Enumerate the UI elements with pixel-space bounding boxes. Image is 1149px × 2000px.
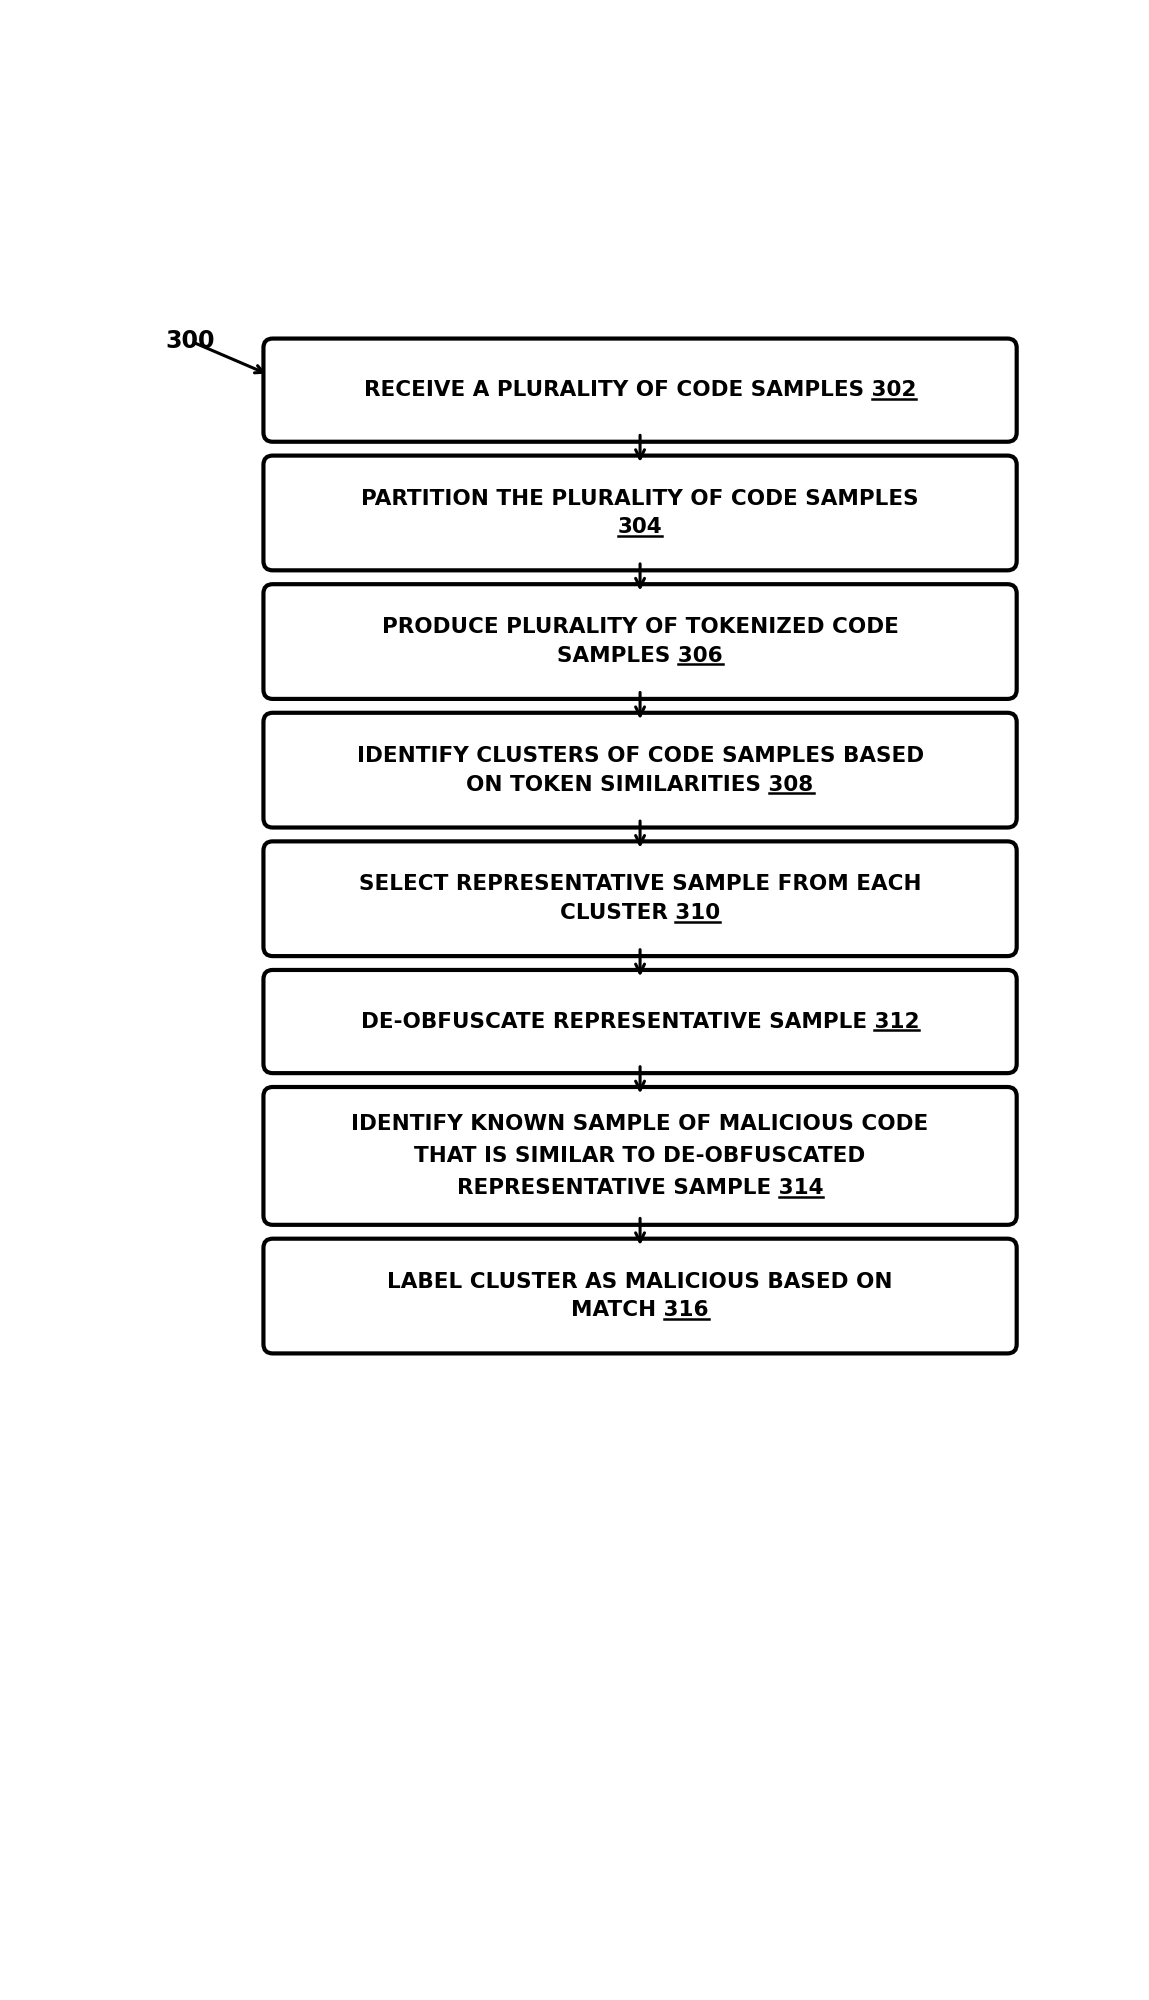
Text: LABEL CLUSTER AS MALICIOUS BASED ON: LABEL CLUSTER AS MALICIOUS BASED ON (387, 1272, 893, 1292)
Text: PRODUCE PLURALITY OF TOKENIZED CODE: PRODUCE PLURALITY OF TOKENIZED CODE (381, 618, 899, 638)
Text: IDENTIFY CLUSTERS OF CODE SAMPLES BASED: IDENTIFY CLUSTERS OF CODE SAMPLES BASED (356, 746, 924, 766)
Text: IDENTIFY KNOWN SAMPLE OF MALICIOUS CODE: IDENTIFY KNOWN SAMPLE OF MALICIOUS CODE (352, 1114, 928, 1134)
Text: DE-OBFUSCATE REPRESENTATIVE SAMPLE 312: DE-OBFUSCATE REPRESENTATIVE SAMPLE 312 (361, 1012, 919, 1032)
Text: SELECT REPRESENTATIVE SAMPLE FROM EACH: SELECT REPRESENTATIVE SAMPLE FROM EACH (358, 874, 921, 894)
FancyBboxPatch shape (263, 842, 1017, 956)
Text: SAMPLES 306: SAMPLES 306 (557, 646, 723, 666)
FancyBboxPatch shape (263, 1238, 1017, 1354)
FancyBboxPatch shape (263, 338, 1017, 442)
Text: THAT IS SIMILAR TO DE-OBFUSCATED: THAT IS SIMILAR TO DE-OBFUSCATED (415, 1146, 865, 1166)
FancyBboxPatch shape (263, 970, 1017, 1074)
Text: REPRESENTATIVE SAMPLE 314: REPRESENTATIVE SAMPLE 314 (457, 1178, 824, 1198)
Text: RECEIVE A PLURALITY OF CODE SAMPLES 302: RECEIVE A PLURALITY OF CODE SAMPLES 302 (364, 380, 916, 400)
FancyBboxPatch shape (263, 1088, 1017, 1224)
Text: 304: 304 (618, 518, 662, 538)
Text: CLUSTER 310: CLUSTER 310 (560, 904, 720, 924)
FancyBboxPatch shape (263, 584, 1017, 698)
FancyBboxPatch shape (263, 712, 1017, 828)
Text: ON TOKEN SIMILARITIES 308: ON TOKEN SIMILARITIES 308 (466, 774, 813, 794)
Text: MATCH 316: MATCH 316 (571, 1300, 709, 1320)
Text: 300: 300 (165, 328, 215, 352)
FancyBboxPatch shape (263, 456, 1017, 570)
Text: PARTITION THE PLURALITY OF CODE SAMPLES: PARTITION THE PLURALITY OF CODE SAMPLES (361, 488, 919, 508)
